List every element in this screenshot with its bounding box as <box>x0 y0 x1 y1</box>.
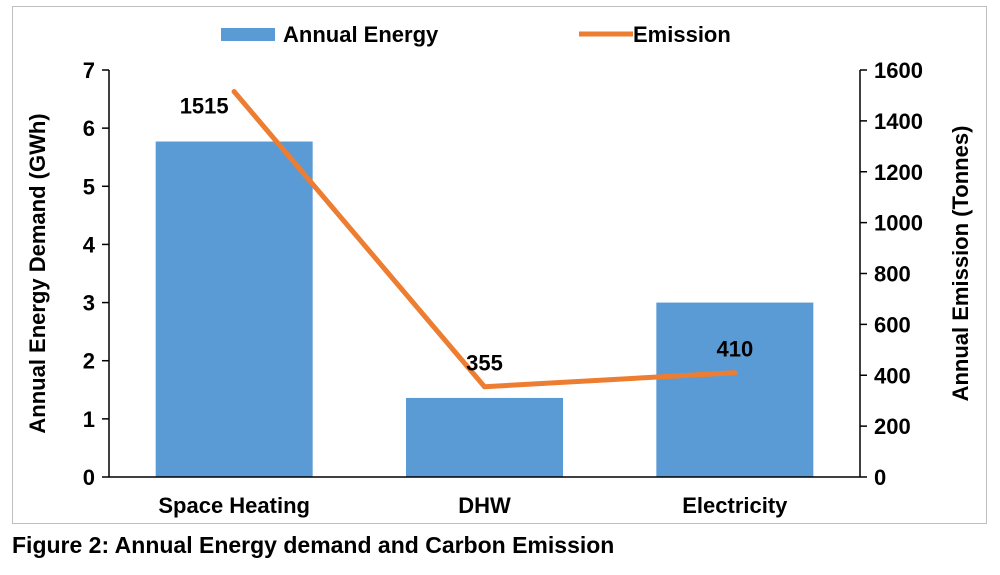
figure-caption: Figure 2: Annual Energy demand and Carbo… <box>12 532 615 558</box>
right-tick-label: 400 <box>874 363 911 388</box>
chart-frame: Annual Energy Emission 0 1 2 3 4 5 6 7 0 200 400 6… <box>12 6 987 524</box>
left-tick-label: 4 <box>83 232 96 257</box>
left-tick-label: 2 <box>83 349 95 374</box>
combo-chart: Annual Energy Emission 0 1 2 3 4 5 6 7 0 200 400 6… <box>25 22 973 518</box>
left-tick-label: 6 <box>83 116 95 141</box>
left-tick-label: 7 <box>83 58 95 83</box>
right-tick-label: 1400 <box>874 109 923 134</box>
x-axis: Space Heating DHW Electricity <box>109 476 860 518</box>
bar-series <box>155 141 814 477</box>
emission-point <box>732 370 738 376</box>
left-axis: 0 1 2 3 4 5 6 7 <box>83 58 110 490</box>
emission-point <box>231 89 237 95</box>
right-tick-label: 1200 <box>874 160 923 185</box>
right-tick-label: 1600 <box>874 58 923 83</box>
right-axis: 0 200 400 600 800 1000 1200 1400 1600 <box>859 58 923 490</box>
category-label: DHW <box>458 493 511 518</box>
legend-label-emission: Emission <box>633 22 731 47</box>
legend: Annual Energy Emission <box>221 22 731 47</box>
emission-data-label: 410 <box>716 337 753 362</box>
bar <box>656 302 814 477</box>
y2-axis-title: Annual Emission (Tonnes) <box>948 126 973 402</box>
right-tick-label: 0 <box>874 465 886 490</box>
line-series: 1515 355 410 <box>180 89 753 390</box>
legend-label-annual-energy: Annual Energy <box>283 22 439 47</box>
left-tick-label: 3 <box>83 291 95 316</box>
legend-swatch-annual-energy <box>221 28 275 41</box>
bar <box>155 141 313 477</box>
right-tick-label: 1000 <box>874 211 923 236</box>
right-tick-label: 600 <box>874 312 911 337</box>
emission-data-label: 1515 <box>180 94 229 119</box>
category-label: Electricity <box>682 493 788 518</box>
left-tick-label: 5 <box>83 174 95 199</box>
left-tick-label: 0 <box>83 465 95 490</box>
emission-point <box>482 384 487 390</box>
bar <box>406 397 563 477</box>
category-label: Space Heating <box>158 493 310 518</box>
right-tick-label: 200 <box>874 414 911 439</box>
right-tick-label: 800 <box>874 262 911 287</box>
left-tick-label: 1 <box>83 407 95 432</box>
emission-data-label: 355 <box>466 351 503 376</box>
y-axis-title: Annual Energy Demand (GWh) <box>25 113 50 433</box>
